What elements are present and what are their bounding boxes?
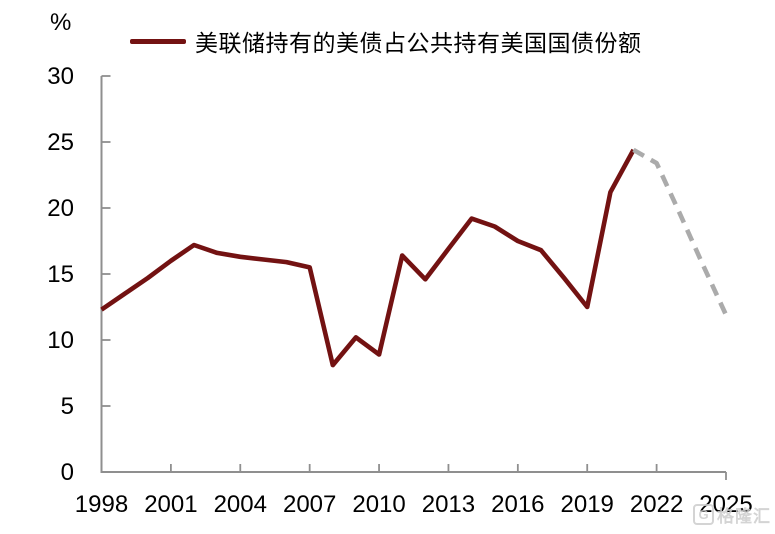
y-axis-tick-label: 0 — [61, 459, 74, 486]
x-axis-tick-label: 2001 — [144, 491, 197, 518]
axes — [100, 76, 726, 473]
y-axis-tick-label: 15 — [47, 261, 74, 288]
y-axis-tick-label: 20 — [47, 195, 74, 222]
fed-holdings-share-projection-dashed-line — [632, 147, 729, 316]
y-axis-tick-label: 10 — [47, 327, 74, 354]
watermark: G 格隆汇 — [693, 502, 771, 527]
gelonghui-logo-icon: G — [693, 504, 714, 525]
x-axis-tick-label: 2022 — [630, 491, 683, 518]
legend: 美联储持有的美债占公共持有美国国债份额 — [130, 27, 642, 56]
fed-holdings-share-solid-line — [100, 148, 636, 368]
legend-label: 美联储持有的美债占公共持有美国国债份额 — [195, 30, 642, 56]
x-axis-tick-label: 2004 — [214, 491, 267, 518]
x-axis-tick-label: 2019 — [561, 491, 614, 518]
x-axis-tick-label: 2007 — [283, 491, 336, 518]
y-axis-unit-label: % — [50, 9, 72, 36]
x-axis-tick-label: 2013 — [422, 491, 475, 518]
y-axis-tick-label: 5 — [61, 393, 74, 420]
y-axis-tick-label: 30 — [47, 63, 74, 90]
y-axis-tick-label: 25 — [47, 129, 74, 156]
x-axis-tick-label: 2010 — [352, 491, 405, 518]
legend-line-swatch — [130, 38, 186, 44]
watermark-text: 格隆汇 — [717, 507, 771, 526]
x-axis-tick-label: 1998 — [75, 491, 128, 518]
x-axis-tick-label: 2016 — [491, 491, 544, 518]
